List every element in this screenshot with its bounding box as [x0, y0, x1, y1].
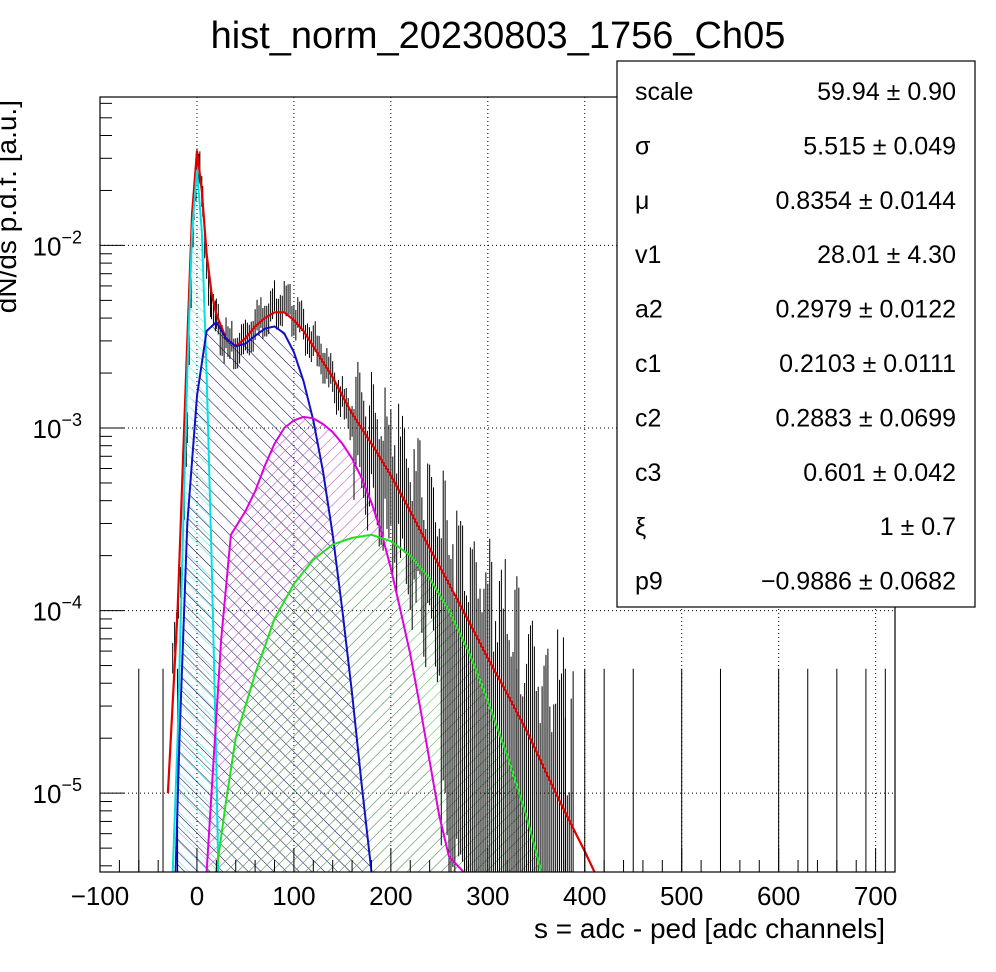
fit-stats-box: scale 59.94 ± 0.90 σ 5.515 ± 0.049 μ 0.8354 ±… — [616, 60, 976, 608]
stat-name: ξ — [635, 513, 646, 541]
stat-value: 0.601 ± 0.042 — [803, 459, 956, 487]
stat-name: c1 — [635, 350, 661, 378]
single-pe-component — [174, 320, 373, 872]
stat-value: 28.01 ± 4.30 — [817, 241, 956, 269]
x-tick-label: 100 — [272, 881, 315, 911]
histogram — [138, 148, 886, 872]
y-axis-label: dN/ds p.d.f. [a.u.] — [0, 100, 22, 313]
stat-value: 0.2103 ± 0.0111 — [779, 350, 956, 378]
fit-curves — [166, 150, 596, 872]
y-tick-label: 10−4 — [33, 593, 82, 627]
stat-value: 0.2979 ± 0.0122 — [775, 296, 956, 324]
stat-name: σ — [635, 132, 651, 160]
y-tick-label: 10−3 — [33, 410, 82, 444]
total-fit-curve — [166, 150, 596, 872]
stat-name: a2 — [635, 296, 663, 324]
x-tick-label: 300 — [466, 881, 509, 911]
fit-fills — [172, 169, 542, 872]
x-tick-label: 0 — [190, 881, 204, 911]
stat-value: 1 ± 0.7 — [880, 513, 956, 541]
x-axis-label: s = adc - ped [adc channels] — [534, 913, 885, 944]
y-tick-label: 10−5 — [33, 775, 82, 809]
stats-rows: scale 59.94 ± 0.90 σ 5.515 ± 0.049 μ 0.8354 ±… — [635, 78, 956, 596]
triple-pe-component-fill — [216, 534, 542, 872]
x-tick-label: 600 — [757, 881, 800, 911]
stat-value: −0.9886 ± 0.0682 — [761, 568, 956, 596]
x-tick-label: 500 — [660, 881, 703, 911]
stat-value: 59.94 ± 0.90 — [817, 78, 956, 106]
stat-value: 5.515 ± 0.049 — [803, 132, 956, 160]
stat-name: c3 — [635, 459, 661, 487]
pedestal-component — [171, 169, 220, 872]
stats-box-frame — [616, 60, 976, 608]
triple-pe-component — [215, 533, 543, 872]
stat-name: p9 — [635, 568, 663, 596]
stat-value: 0.8354 ± 0.0144 — [775, 187, 956, 215]
stat-value: 0.2883 ± 0.0699 — [775, 404, 956, 432]
y-tick-label: 10−2 — [33, 227, 82, 261]
double-pe-component — [205, 415, 465, 872]
stat-name: μ — [635, 187, 649, 215]
x-tick-label: 200 — [369, 881, 412, 911]
chart-title: hist_norm_20230803_1756_Ch05 — [211, 15, 786, 57]
x-tick-label: −100 — [71, 881, 130, 911]
stat-name: scale — [635, 78, 693, 106]
stat-name: v1 — [635, 241, 661, 269]
axis-ticks: −100 0 100 200 300 400 500 600 700 10−5 10−4 10−3 10… — [33, 102, 897, 911]
x-tick-label: 700 — [854, 881, 897, 911]
x-tick-label: 400 — [563, 881, 606, 911]
stat-name: c2 — [635, 404, 661, 432]
